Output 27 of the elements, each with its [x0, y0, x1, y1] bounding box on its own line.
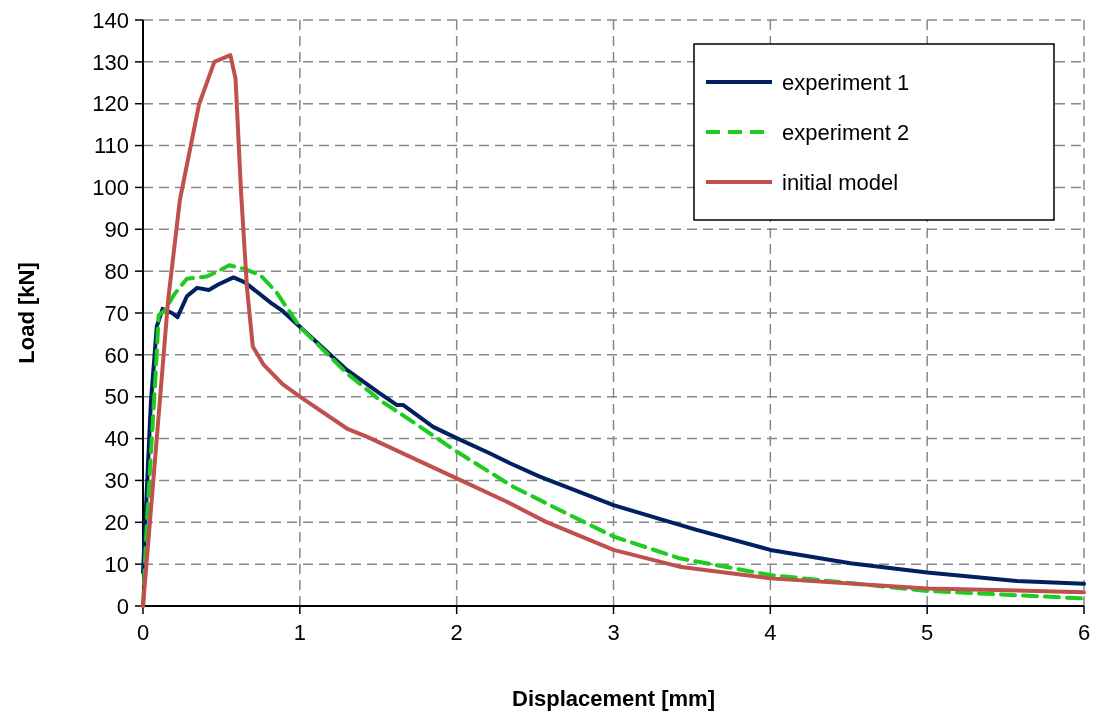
x-tick-label: 3	[607, 620, 620, 645]
y-tick-label: 40	[104, 426, 129, 452]
y-tick-label: 0	[116, 593, 129, 619]
y-tick-label: 50	[104, 384, 129, 410]
x-tick-label: 0	[136, 620, 150, 645]
legend-label: experiment 2	[782, 119, 910, 145]
x-tick-label: 5	[921, 620, 934, 645]
y-tick-label: 20	[104, 509, 129, 535]
x-tick-label: 6	[1077, 620, 1091, 645]
y-tick-label: 80	[104, 258, 129, 284]
x-tick-label: 1	[293, 620, 306, 645]
y-tick-label: 60	[104, 342, 129, 368]
y-tick-label: 110	[93, 133, 129, 159]
y-tick-label: 10	[104, 551, 129, 577]
y-tick-label: 30	[104, 468, 129, 494]
y-tick-label: 140	[92, 7, 129, 33]
legend-label: initial model	[782, 169, 899, 195]
y-tick-label: 70	[104, 300, 129, 326]
y-tick-label: 120	[92, 91, 129, 117]
y-tick-label: 100	[92, 175, 129, 201]
x-tick-label: 4	[764, 620, 777, 645]
x-axis-title: Displacement [mm]	[512, 686, 715, 711]
x-tick-label: 2	[450, 620, 463, 645]
y-tick-label: 130	[92, 49, 129, 75]
legend-label: experiment 1	[782, 69, 910, 95]
y-axis-title: Load [kN]	[14, 262, 39, 364]
y-tick-label: 90	[104, 216, 129, 242]
